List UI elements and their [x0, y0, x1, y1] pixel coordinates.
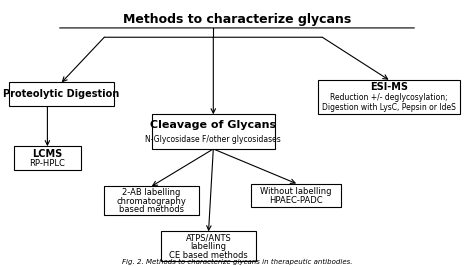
- FancyBboxPatch shape: [161, 231, 256, 261]
- Text: labelling: labelling: [191, 242, 227, 251]
- FancyBboxPatch shape: [104, 186, 199, 215]
- FancyBboxPatch shape: [318, 80, 460, 114]
- FancyBboxPatch shape: [152, 114, 275, 149]
- FancyBboxPatch shape: [251, 184, 341, 207]
- FancyBboxPatch shape: [9, 82, 114, 106]
- Text: HPAEC-PADC: HPAEC-PADC: [269, 197, 323, 206]
- Text: Reduction +/- deglycosylation;: Reduction +/- deglycosylation;: [330, 93, 447, 102]
- Text: ESI-MS: ESI-MS: [370, 82, 408, 92]
- Text: N-Glycosidase F/other glycosidases: N-Glycosidase F/other glycosidases: [146, 135, 281, 144]
- Text: Cleavage of Glycans: Cleavage of Glycans: [150, 120, 276, 130]
- Text: Proteolytic Digestion: Proteolytic Digestion: [3, 89, 120, 99]
- Text: Fig. 2. Methods to characterize glycans in therapeutic antibodies.: Fig. 2. Methods to characterize glycans …: [122, 259, 352, 265]
- Text: LCMS: LCMS: [32, 149, 63, 159]
- Text: Digestion with LysC, Pepsin or IdeS: Digestion with LysC, Pepsin or IdeS: [322, 103, 456, 112]
- Text: ATPS/ANTS: ATPS/ANTS: [186, 233, 231, 242]
- Text: 2-AB labelling: 2-AB labelling: [122, 188, 181, 197]
- FancyBboxPatch shape: [14, 146, 81, 170]
- Text: RP-HPLC: RP-HPLC: [29, 159, 65, 168]
- Text: Without labelling: Without labelling: [261, 186, 332, 196]
- Text: Methods to characterize glycans: Methods to characterize glycans: [123, 13, 351, 26]
- Text: CE based methods: CE based methods: [169, 251, 248, 260]
- Text: based methods: based methods: [119, 205, 184, 214]
- Text: chromatography: chromatography: [117, 197, 187, 206]
